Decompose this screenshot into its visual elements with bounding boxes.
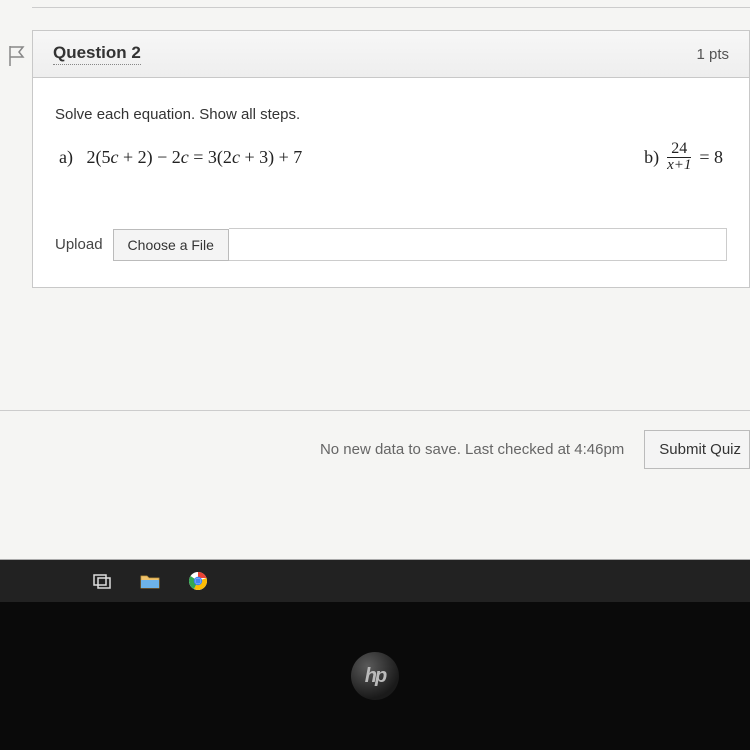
chrome-icon[interactable] bbox=[176, 560, 220, 602]
laptop-bezel: hp bbox=[0, 602, 750, 750]
equation-a: a) 2(5c + 2) − 2c = 3(2c + 3) + 7 bbox=[59, 147, 302, 168]
part-b-label: b) bbox=[644, 147, 659, 168]
choose-file-button[interactable]: Choose a File bbox=[113, 229, 229, 261]
equation-b: b) 24 x+1 = 8 bbox=[644, 141, 723, 173]
part-b-rhs: = 8 bbox=[699, 147, 723, 168]
taskbar bbox=[0, 560, 750, 602]
hp-logo: hp bbox=[351, 652, 399, 700]
screen-area: Question 2 1 pts Solve each equation. Sh… bbox=[0, 0, 750, 560]
question-card: Question 2 1 pts Solve each equation. Sh… bbox=[32, 30, 750, 288]
status-row: No new data to save. Last checked at 4:4… bbox=[0, 430, 750, 469]
part-a-eq: 2(5c + 2) − 2c = 3(2c + 3) + 7 bbox=[86, 147, 302, 167]
upload-row: Upload Choose a File bbox=[55, 228, 727, 261]
question-body: Solve each equation. Show all steps. a) … bbox=[33, 78, 749, 287]
file-field[interactable] bbox=[229, 228, 727, 261]
taskview-icon[interactable] bbox=[80, 560, 124, 602]
top-divider bbox=[32, 0, 750, 8]
flag-icon[interactable] bbox=[8, 45, 26, 67]
fraction: 24 x+1 bbox=[663, 141, 695, 173]
save-status: No new data to save. Last checked at 4:4… bbox=[320, 441, 624, 458]
question-title: Question 2 bbox=[53, 43, 141, 65]
upload-label: Upload bbox=[55, 236, 103, 253]
file-explorer-icon[interactable] bbox=[128, 560, 172, 602]
denominator: x+1 bbox=[663, 158, 695, 173]
numerator: 24 bbox=[667, 141, 691, 158]
question-header: Question 2 1 pts bbox=[33, 31, 749, 78]
section-divider bbox=[0, 410, 750, 411]
equations-row: a) 2(5c + 2) − 2c = 3(2c + 3) + 7 b) 24 … bbox=[55, 141, 727, 173]
part-a-label: a) bbox=[59, 147, 73, 167]
question-instructions: Solve each equation. Show all steps. bbox=[55, 106, 727, 123]
submit-quiz-button[interactable]: Submit Quiz bbox=[644, 430, 750, 469]
question-points: 1 pts bbox=[696, 46, 729, 63]
